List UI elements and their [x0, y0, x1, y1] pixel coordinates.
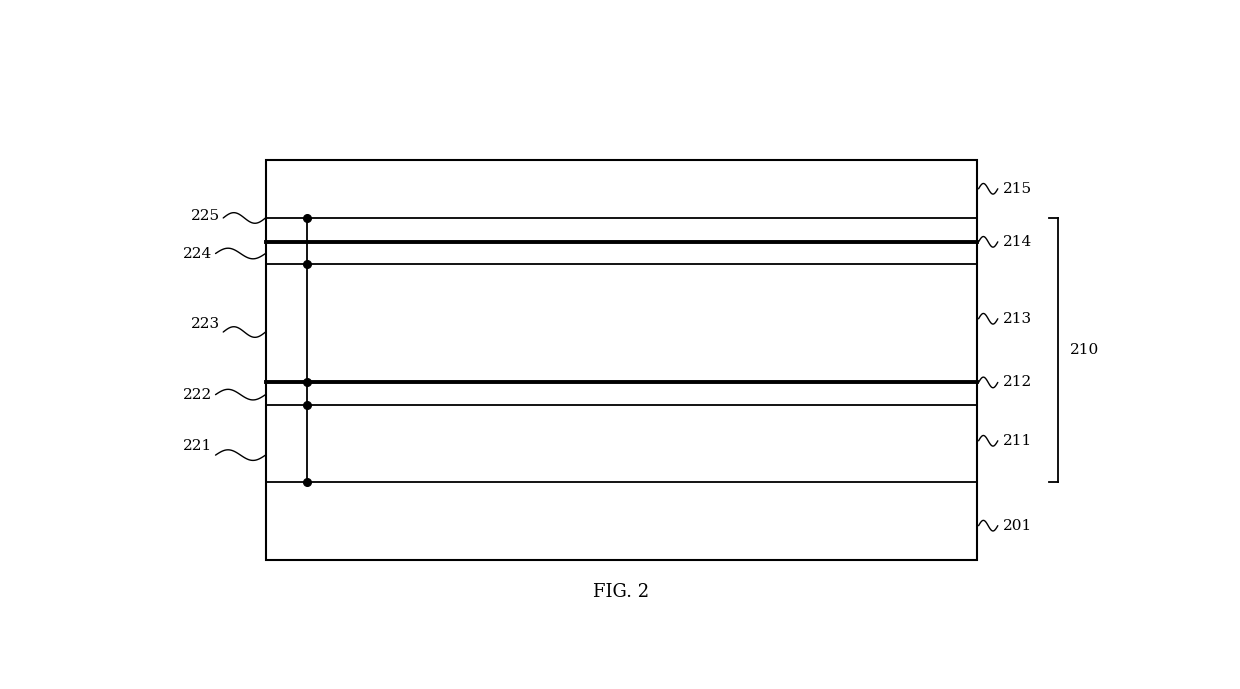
Text: 214: 214: [1003, 235, 1032, 249]
Text: 221: 221: [184, 439, 213, 453]
Text: 201: 201: [1003, 519, 1032, 533]
Text: 213: 213: [1003, 311, 1032, 326]
Text: 222: 222: [184, 388, 213, 402]
Text: 225: 225: [191, 209, 221, 223]
Text: 212: 212: [1003, 376, 1032, 389]
Text: 211: 211: [1003, 434, 1032, 448]
Text: FIG. 2: FIG. 2: [593, 583, 650, 601]
Text: 224: 224: [184, 247, 213, 260]
Bar: [265, 160, 977, 560]
Text: 223: 223: [191, 317, 221, 331]
Text: 215: 215: [1003, 182, 1032, 196]
Text: 210: 210: [1070, 343, 1099, 357]
